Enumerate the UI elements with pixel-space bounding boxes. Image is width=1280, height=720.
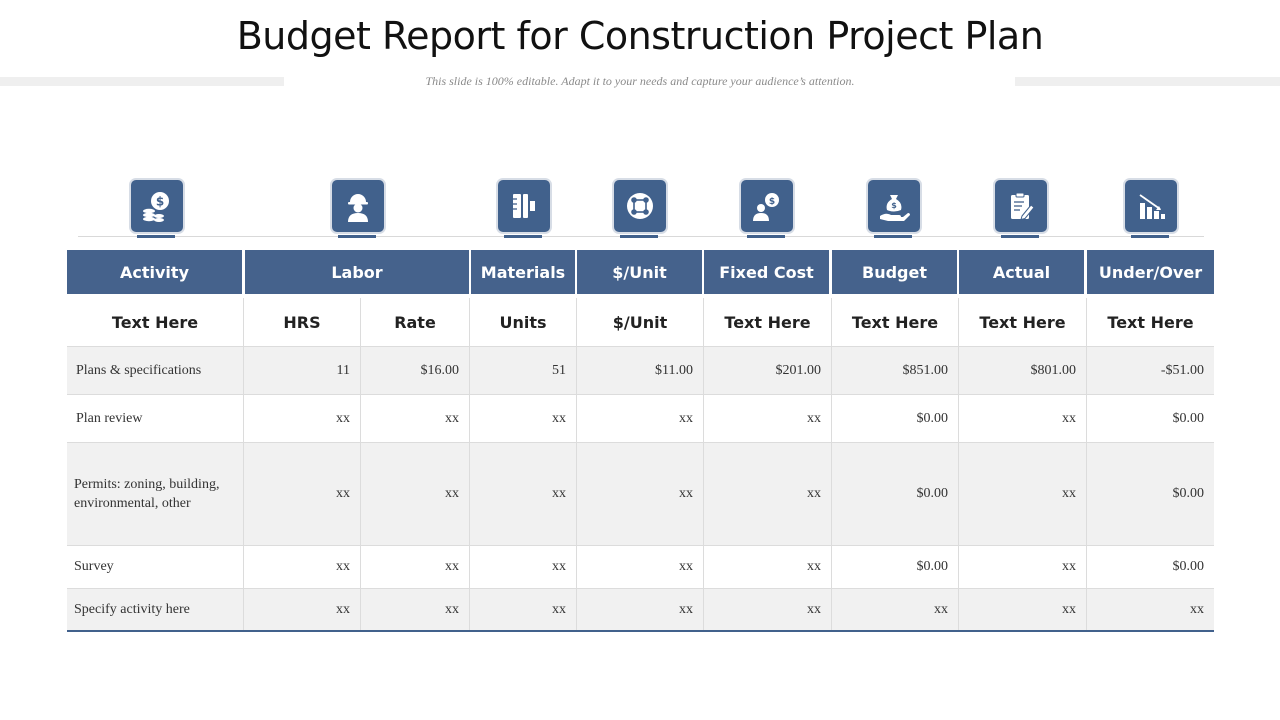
decline-chart-icon — [1123, 178, 1179, 234]
value-cell: $0.00 — [831, 443, 958, 545]
value-cell: xx — [1086, 589, 1214, 630]
subheader-cell: Units — [469, 298, 576, 346]
budget-hand-bag-icon: $ — [866, 178, 922, 234]
icon-underline — [338, 235, 376, 238]
value-cell: -$51.00 — [1086, 347, 1214, 394]
activity-cell: Specify activity here — [74, 601, 190, 617]
value-cell: xx — [243, 443, 360, 545]
fixed-cost-person-icon: $ — [739, 178, 795, 234]
value-cell: xx — [243, 395, 360, 442]
activity-cell: Plan review — [76, 410, 143, 426]
svg-text:$: $ — [769, 197, 775, 207]
icon-underline — [1131, 235, 1169, 238]
value-cell: xx — [360, 589, 469, 630]
value-cell: xx — [360, 395, 469, 442]
value-cell: xx — [703, 443, 831, 545]
page-subtitle: This slide is 100% editable. Adapt it to… — [425, 74, 855, 88]
header-under-over: Under/Over — [1087, 250, 1214, 294]
icon-underline — [137, 235, 175, 238]
table-subheader-row: Text Here HRS Rate Units $/Unit Text Her… — [67, 298, 1214, 346]
value-cell: xx — [831, 589, 958, 630]
value-cell: 51 — [469, 347, 576, 394]
icon-underline — [874, 235, 912, 238]
value-cell: xx — [703, 546, 831, 588]
unit-network-icon — [612, 178, 668, 234]
row-divider — [67, 442, 1214, 443]
value-cell: xx — [958, 443, 1086, 545]
value-cell: xx — [243, 546, 360, 588]
subheader-cell: Rate — [360, 298, 469, 346]
activity-cell: Survey — [74, 559, 114, 574]
subheader-cell: Text Here — [1086, 298, 1214, 346]
row-divider — [67, 588, 1214, 589]
header-fixed-cost: Fixed Cost — [704, 250, 829, 294]
icon-underline — [620, 235, 658, 238]
value-cell: $801.00 — [958, 347, 1086, 394]
subheader-cell: Text Here — [111, 312, 199, 332]
value-cell: $16.00 — [360, 347, 469, 394]
subheader-cell: $/Unit — [576, 298, 703, 346]
value-cell: $0.00 — [831, 395, 958, 442]
value-cell: $11.00 — [576, 347, 703, 394]
value-cell: xx — [958, 589, 1086, 630]
value-cell: xx — [469, 546, 576, 588]
value-cell: xx — [958, 546, 1086, 588]
svg-text:$: $ — [891, 201, 897, 210]
worker-icon — [330, 178, 386, 234]
header-budget: Budget — [832, 250, 957, 294]
table-row: Specify activity here xx xx xx xx xx xx … — [67, 589, 1214, 630]
svg-text:$: $ — [156, 195, 164, 209]
value-cell: $0.00 — [1086, 546, 1214, 588]
title-divider-left — [0, 77, 284, 86]
header-materials: Materials — [471, 250, 575, 294]
value-cell: xx — [703, 589, 831, 630]
subheader-cell: Text Here — [703, 298, 831, 346]
value-cell: $0.00 — [831, 546, 958, 588]
row-divider — [67, 346, 1214, 347]
value-cell: $0.00 — [1086, 395, 1214, 442]
page-title: Budget Report for Construction Project P… — [236, 14, 1044, 58]
table-bottom-border — [67, 630, 1214, 632]
header-actual: Actual — [959, 250, 1084, 294]
value-cell: xx — [360, 546, 469, 588]
table-header-row: Activity Labor Materials $/Unit Fixed Co… — [67, 250, 1214, 294]
subheader-cell: Text Here — [831, 298, 958, 346]
money-coins-icon: $ — [129, 178, 185, 234]
icon-underline — [747, 235, 785, 238]
value-cell: 11 — [243, 347, 360, 394]
activity-cell: Permits: zoning, building, environmental… — [74, 477, 220, 511]
value-cell: xx — [703, 395, 831, 442]
value-cell: xx — [469, 395, 576, 442]
subheader-cell: HRS — [243, 298, 360, 346]
value-cell: xx — [576, 443, 703, 545]
activity-cell: Plans & specifications — [76, 362, 202, 378]
table-row: Survey xx xx xx xx xx $0.00 xx $0.00 — [67, 546, 1214, 588]
row-divider — [67, 394, 1214, 395]
materials-ruler-icon — [496, 178, 552, 234]
value-cell: xx — [958, 395, 1086, 442]
value-cell: xx — [243, 589, 360, 630]
table-row: Plan review xx xx xx xx xx $0.00 xx $0.0… — [67, 395, 1214, 442]
value-cell: xx — [576, 395, 703, 442]
icon-underline — [504, 235, 542, 238]
value-cell: $201.00 — [703, 347, 831, 394]
table-row: Permits: zoning, building, environmental… — [67, 443, 1214, 545]
header-labor: Labor — [245, 250, 469, 294]
icon-underline — [1001, 235, 1039, 238]
value-cell: xx — [360, 443, 469, 545]
value-cell: xx — [469, 443, 576, 545]
title-divider-right — [1015, 77, 1280, 86]
header-activity: Activity — [67, 250, 242, 294]
value-cell: $851.00 — [831, 347, 958, 394]
table-row: Plans & specifications 11 $16.00 51 $11.… — [67, 347, 1214, 394]
value-cell: xx — [576, 589, 703, 630]
actual-clipboard-icon — [993, 178, 1049, 234]
value-cell: xx — [469, 589, 576, 630]
value-cell: xx — [576, 546, 703, 588]
row-divider — [67, 545, 1214, 546]
value-cell: $0.00 — [1086, 443, 1214, 545]
header-unit: $/Unit — [577, 250, 702, 294]
subheader-cell: Text Here — [958, 298, 1086, 346]
